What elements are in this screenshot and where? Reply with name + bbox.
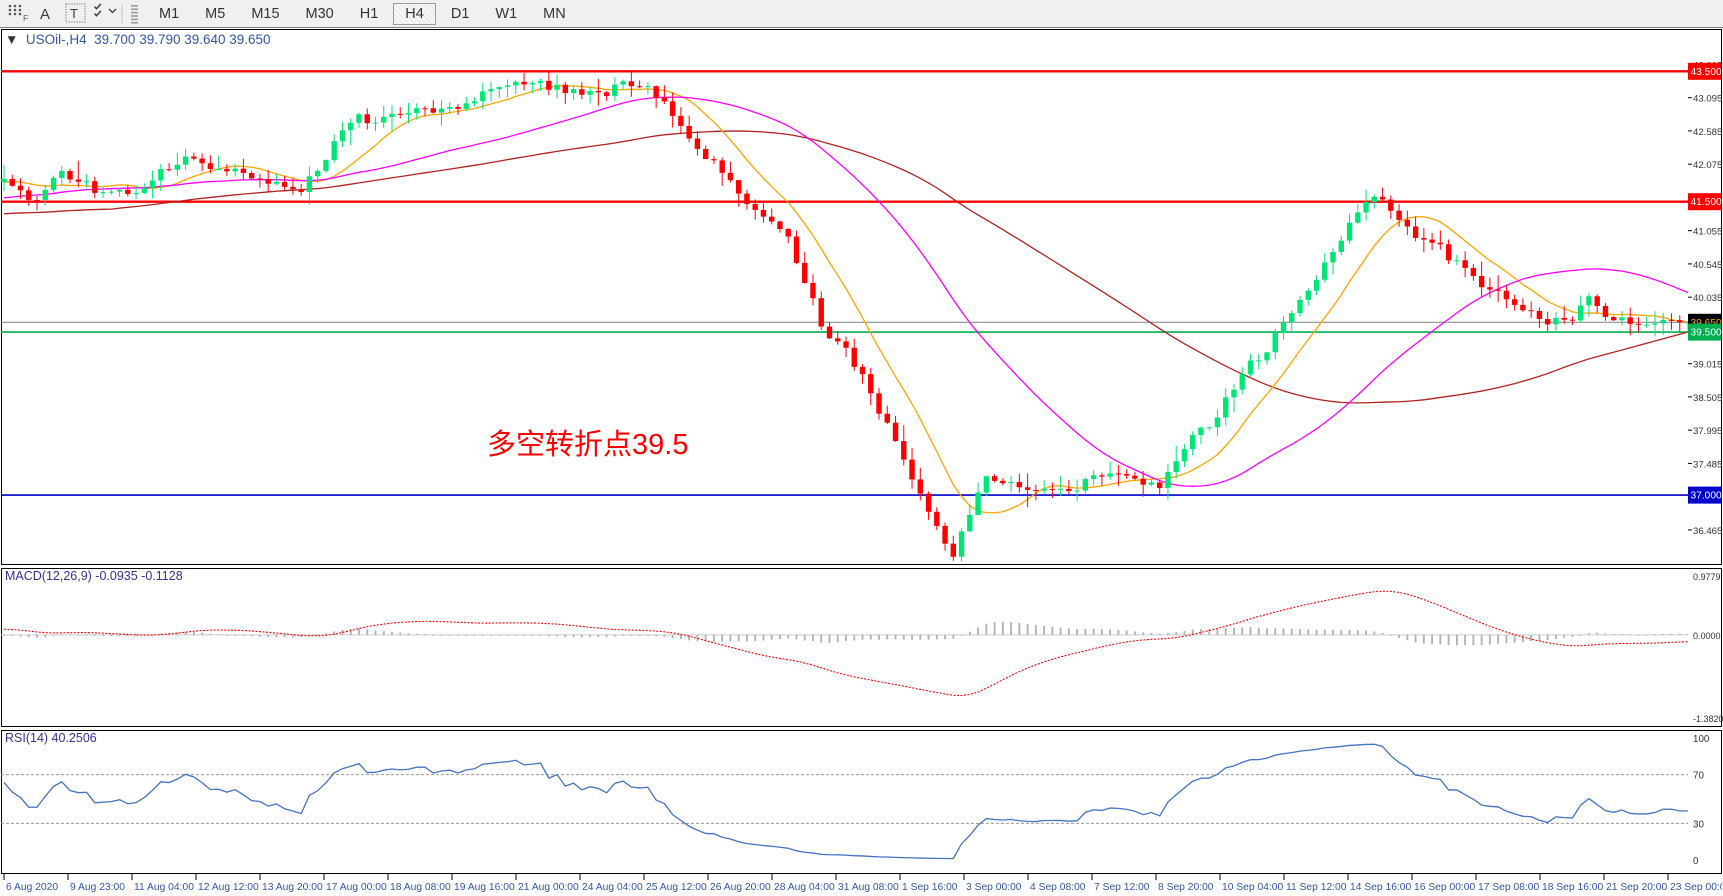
- svg-text:39.015: 39.015: [1693, 360, 1722, 371]
- svg-text:RSI(14) 40.2506: RSI(14) 40.2506: [5, 731, 97, 745]
- svg-text:37.000: 37.000: [1691, 491, 1722, 502]
- svg-text:1 Sep 16:00: 1 Sep 16:00: [902, 882, 958, 893]
- svg-text:43.095: 43.095: [1693, 94, 1722, 105]
- svg-text:37.485: 37.485: [1693, 459, 1722, 470]
- svg-text:24 Aug 04:00: 24 Aug 04:00: [582, 882, 643, 893]
- svg-text:70: 70: [1693, 771, 1704, 782]
- svg-text:26 Aug 20:00: 26 Aug 20:00: [710, 882, 771, 893]
- svg-text:F: F: [23, 13, 28, 23]
- svg-text:40.545: 40.545: [1693, 260, 1722, 271]
- svg-text:0.0000: 0.0000: [1693, 631, 1721, 641]
- svg-text:40.035: 40.035: [1693, 293, 1722, 304]
- svg-text:23 Sep 00:00: 23 Sep 00:00: [1670, 882, 1722, 893]
- svg-text:36.465: 36.465: [1693, 526, 1722, 537]
- svg-text:8 Sep 20:00: 8 Sep 20:00: [1158, 882, 1214, 893]
- svg-text:17 Aug 00:00: 17 Aug 00:00: [326, 882, 387, 893]
- svg-text:4 Sep 08:00: 4 Sep 08:00: [1030, 882, 1086, 893]
- svg-text:9 Aug 23:00: 9 Aug 23:00: [70, 882, 125, 893]
- svg-text:7 Sep 12:00: 7 Sep 12:00: [1094, 882, 1150, 893]
- svg-text:31 Aug 08:00: 31 Aug 08:00: [838, 882, 899, 893]
- svg-text:42.585: 42.585: [1693, 127, 1722, 138]
- svg-text:16 Sep 00:00: 16 Sep 00:00: [1414, 882, 1476, 893]
- svg-text:37.995: 37.995: [1693, 426, 1722, 437]
- svg-text:11 Sep 12:00: 11 Sep 12:00: [1286, 882, 1347, 893]
- svg-text:0.9779: 0.9779: [1693, 572, 1721, 582]
- svg-text:10 Sep 04:00: 10 Sep 04:00: [1222, 882, 1284, 893]
- svg-text:-1.3820: -1.3820: [1693, 714, 1723, 724]
- svg-text:19 Aug 16:00: 19 Aug 16:00: [454, 882, 515, 893]
- svg-text:0: 0: [1693, 856, 1699, 867]
- svg-text:21 Sep 20:00: 21 Sep 20:00: [1606, 882, 1668, 893]
- svg-text:41.500: 41.500: [1691, 197, 1722, 208]
- svg-text:3 Sep 00:00: 3 Sep 00:00: [966, 882, 1022, 893]
- svg-text:T: T: [70, 6, 78, 21]
- svg-text:A: A: [40, 6, 50, 23]
- svg-text:38.505: 38.505: [1693, 393, 1722, 404]
- svg-text:6 Aug 2020: 6 Aug 2020: [6, 882, 58, 893]
- svg-text:30: 30: [1693, 819, 1704, 830]
- svg-text:18 Aug 08:00: 18 Aug 08:00: [390, 882, 451, 893]
- svg-text:17 Sep 08:00: 17 Sep 08:00: [1478, 882, 1540, 893]
- svg-text:13 Aug 20:00: 13 Aug 20:00: [262, 882, 323, 893]
- svg-text:18 Sep 16:00: 18 Sep 16:00: [1542, 882, 1604, 893]
- svg-text:39.500: 39.500: [1691, 328, 1722, 339]
- svg-text:100: 100: [1693, 734, 1710, 745]
- svg-text:25 Aug 12:00: 25 Aug 12:00: [646, 882, 707, 893]
- svg-text:MACD(12,26,9) -0.0935 -0.1128: MACD(12,26,9) -0.0935 -0.1128: [5, 569, 183, 583]
- svg-text:11 Aug 04:00: 11 Aug 04:00: [134, 882, 194, 893]
- svg-text:21 Aug 00:00: 21 Aug 00:00: [518, 882, 579, 893]
- svg-text:42.075: 42.075: [1693, 160, 1722, 171]
- svg-text:41.055: 41.055: [1693, 227, 1722, 238]
- svg-text:14 Sep 16:00: 14 Sep 16:00: [1350, 882, 1412, 893]
- svg-text:12 Aug 12:00: 12 Aug 12:00: [198, 882, 259, 893]
- svg-text:28 Aug 04:00: 28 Aug 04:00: [774, 882, 835, 893]
- svg-text:43.500: 43.500: [1691, 67, 1722, 78]
